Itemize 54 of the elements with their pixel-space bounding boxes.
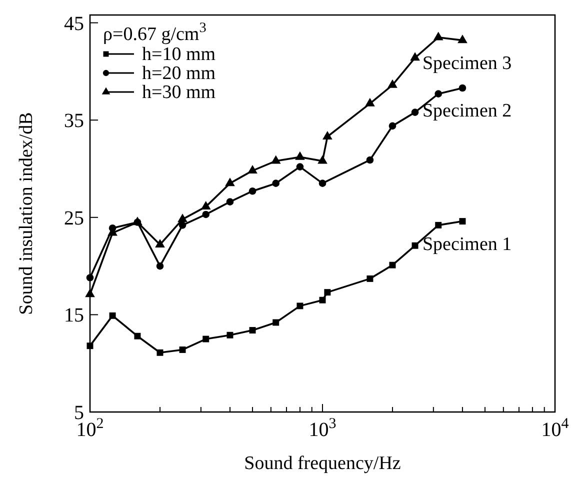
point bbox=[433, 32, 444, 40]
point bbox=[134, 332, 141, 340]
point bbox=[202, 210, 210, 218]
point bbox=[155, 238, 165, 248]
x-tick-label: 10$^{3}$ bbox=[308, 416, 336, 441]
point bbox=[272, 180, 280, 187]
point bbox=[365, 98, 375, 106]
point bbox=[388, 79, 398, 88]
point bbox=[200, 201, 211, 210]
y-tick-label: 35 bbox=[64, 110, 84, 132]
annotation: Specimen 1 bbox=[422, 234, 512, 255]
y-tick-label: 45 bbox=[64, 12, 84, 35]
point bbox=[202, 336, 210, 342]
point bbox=[435, 222, 442, 228]
point bbox=[86, 342, 94, 350]
annotation: Specimen 2 bbox=[422, 100, 512, 122]
annotation: Specimen 3 bbox=[422, 52, 512, 74]
point bbox=[248, 187, 256, 195]
point bbox=[225, 178, 235, 186]
point bbox=[295, 151, 305, 160]
point bbox=[296, 163, 304, 170]
point bbox=[109, 312, 116, 319]
point bbox=[86, 274, 94, 282]
point bbox=[178, 214, 188, 222]
point bbox=[178, 222, 186, 229]
point bbox=[179, 346, 186, 353]
legend-label: h=30 mm bbox=[142, 82, 216, 103]
point bbox=[226, 198, 234, 206]
point bbox=[226, 332, 234, 338]
y-tick-label: 25 bbox=[64, 207, 84, 230]
point bbox=[412, 242, 418, 249]
point bbox=[156, 262, 164, 270]
legend-title: ρ=0.67 g/cm$^{3}$ bbox=[103, 20, 206, 45]
y-tick-label: 15 bbox=[64, 304, 84, 327]
point bbox=[248, 165, 258, 174]
legend-label: h=20 mm bbox=[142, 63, 216, 84]
point bbox=[318, 180, 326, 187]
point bbox=[389, 262, 396, 268]
point bbox=[459, 218, 466, 225]
point bbox=[85, 288, 95, 298]
point bbox=[319, 296, 326, 304]
point bbox=[272, 319, 280, 326]
point bbox=[296, 302, 304, 310]
x-tick-label: 10$^{4}$ bbox=[541, 416, 570, 441]
point bbox=[318, 155, 328, 164]
point bbox=[366, 275, 374, 282]
point bbox=[410, 52, 420, 61]
point bbox=[458, 34, 468, 44]
legend-label: h=10 mm bbox=[142, 44, 216, 65]
y-axis-title: Sound insulation index/dB bbox=[16, 112, 37, 315]
point bbox=[270, 155, 281, 164]
point bbox=[249, 327, 256, 334]
point bbox=[156, 349, 164, 356]
x-axis-title: Sound frequency/Hz bbox=[244, 453, 401, 474]
